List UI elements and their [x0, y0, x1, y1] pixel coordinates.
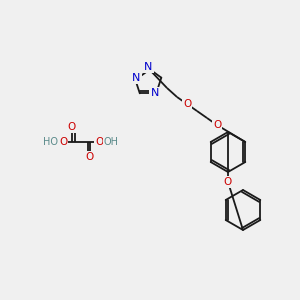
Text: O: O — [86, 152, 94, 162]
Text: OH: OH — [104, 137, 119, 147]
Text: O: O — [95, 137, 103, 147]
Text: HO: HO — [43, 137, 58, 147]
Text: N: N — [151, 88, 159, 98]
Text: O: O — [224, 177, 232, 187]
Text: O: O — [183, 99, 191, 109]
Text: N: N — [132, 73, 140, 83]
Text: O: O — [59, 137, 67, 147]
Text: O: O — [213, 120, 221, 130]
Text: O: O — [68, 122, 76, 132]
Text: N: N — [144, 62, 152, 72]
